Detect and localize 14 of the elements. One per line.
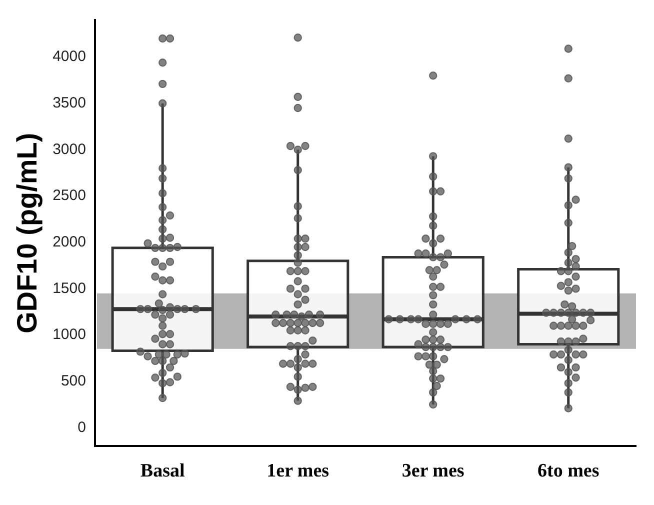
y-tick-label: 2000 <box>52 234 86 251</box>
y-tick-label: 0 <box>78 418 86 436</box>
y-tick-label: 2500 <box>52 187 86 204</box>
y-axis-title: GDF10 (pg/mL) <box>12 132 43 334</box>
y-tick-label: 4000 <box>52 48 86 66</box>
y-tick-label: 1500 <box>52 280 86 297</box>
x-tick-label: Basal <box>140 460 185 482</box>
x-tick-label: 1er mes <box>266 460 330 482</box>
y-tick-label: 3000 <box>52 140 86 158</box>
y-tick-label: 1000 <box>52 326 86 344</box>
y-tick-label: 3500 <box>52 94 86 112</box>
x-tick-label: 3er mes <box>402 460 464 482</box>
y-tick-label: 500 <box>60 372 86 390</box>
x-tick-label: 6to mes <box>538 460 600 482</box>
